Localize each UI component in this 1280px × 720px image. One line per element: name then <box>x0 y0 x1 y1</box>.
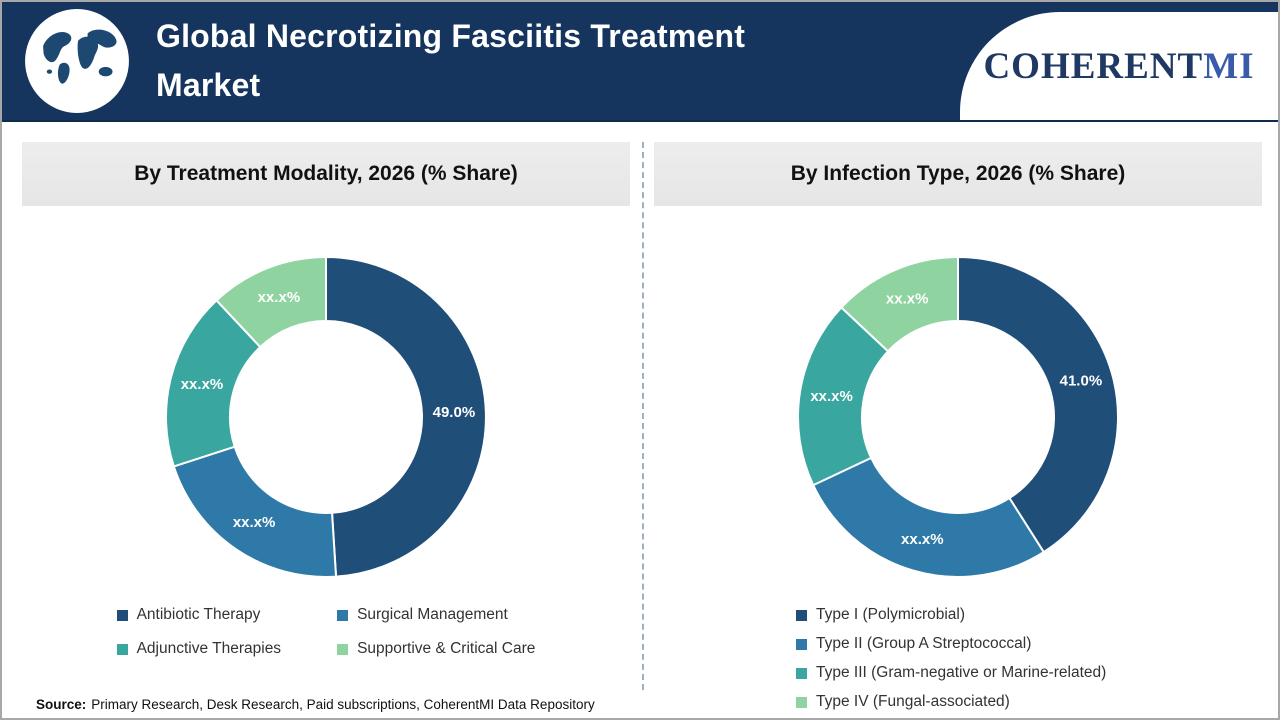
slice-label-1: 41.0% <box>1060 372 1103 389</box>
legend-swatch <box>337 609 349 621</box>
page-title: Global Necrotizing Fasciitis Treatment M… <box>156 12 916 110</box>
panel-divider <box>642 142 644 690</box>
legend-item: Surgical Management <box>337 606 535 624</box>
source-note: Source: Primary Research, Desk Research, … <box>36 697 595 712</box>
legend-item: Supportive & Critical Care <box>337 640 535 658</box>
slice-label-3: xx.x% <box>181 376 224 393</box>
legend-swatch <box>116 643 128 655</box>
brand-logo: COHERENTMI <box>960 12 1278 120</box>
slice-label-2: xx.x% <box>233 514 276 531</box>
donut-segment-2 <box>812 456 1045 578</box>
legend-swatch <box>796 638 807 650</box>
source-text: Primary Research, Desk Research, Paid su… <box>91 697 595 712</box>
brand-logo-coherent: COHERENT <box>983 45 1204 87</box>
legend-item: Type II (Group A Streptococcal) <box>796 635 1262 653</box>
donut-chart-treatment-modality: 49.0% xx.x% xx.x% xx.x% <box>165 256 487 578</box>
legend-swatch <box>337 643 349 655</box>
legend-item: Type IV (Fungal-associated) <box>796 693 1262 711</box>
chart-area-treatment-modality: 49.0% xx.x% xx.x% xx.x% <box>22 252 630 582</box>
chart-area-infection-type: 41.0% xx.x% xx.x% xx.x% <box>654 252 1262 582</box>
donut-segment-2 <box>172 445 338 578</box>
legend-label: Adjunctive Therapies <box>136 640 282 657</box>
legend-label: Type I (Polymicrobial) <box>816 606 966 623</box>
donut-segment-4 <box>215 256 327 349</box>
legend-label: Type IV (Fungal-associated) <box>816 693 1010 710</box>
panel-infection-type: By Infection Type, 2026 (% Share) 41.0% x… <box>654 142 1262 710</box>
legend-item: Antibiotic Therapy <box>116 606 281 624</box>
page-title-line-1: Global Necrotizing Fasciitis Treatment <box>156 18 746 54</box>
globe-graphic <box>25 9 129 113</box>
legend-swatch <box>796 609 807 621</box>
legend-swatch <box>796 667 807 679</box>
slice-label-4: xx.x% <box>258 289 301 306</box>
slice-label-1: 49.0% <box>433 404 476 421</box>
slice-label-2: xx.x% <box>901 531 944 548</box>
world-map-icon <box>24 8 130 114</box>
legend-swatch <box>796 696 807 708</box>
donut-segment-1 <box>325 256 487 578</box>
legend-label: Type II (Group A Streptococcal) <box>816 635 1032 652</box>
source-label: Source: <box>36 697 87 712</box>
slice-label-4: xx.x% <box>886 290 929 307</box>
legend-item: Type I (Polymicrobial) <box>796 606 1262 624</box>
slice-label-3: xx.x% <box>810 388 853 405</box>
legend-label: Surgical Management <box>357 606 508 623</box>
legend-label: Antibiotic Therapy <box>136 606 261 623</box>
panel-treatment-modality: By Treatment Modality, 2026 (% Share) 49… <box>22 142 630 694</box>
chart-legend-treatment-modality: Antibiotic Therapy Surgical Management Adj… <box>22 606 630 658</box>
header-banner: Global Necrotizing Fasciitis Treatment M… <box>2 2 1278 122</box>
donut-segment-4 <box>840 256 959 353</box>
legend-swatch <box>116 609 128 621</box>
legend-item: Adjunctive Therapies <box>116 640 282 658</box>
panel-title-treatment-modality: By Treatment Modality, 2026 (% Share) <box>22 142 630 206</box>
legend-label: Supportive & Critical Care <box>357 640 536 657</box>
donut-chart-infection-type: 41.0% xx.x% xx.x% xx.x% <box>797 256 1119 578</box>
legend-item: Type III (Gram-negative or Marine-relate… <box>796 664 1262 682</box>
panel-title-infection-type: By Infection Type, 2026 (% Share) <box>654 142 1262 206</box>
brand-logo-text: COHERENTMI <box>983 45 1254 88</box>
page-title-line-2: Market <box>156 67 261 103</box>
chart-legend-infection-type: Type I (Polymicrobial) Type II (Group A S… <box>654 606 1262 711</box>
brand-logo-mi: MI <box>1203 45 1255 87</box>
legend-label: Type III (Gram-negative or Marine-relate… <box>816 664 1107 681</box>
donut-segment-1 <box>957 256 1119 554</box>
